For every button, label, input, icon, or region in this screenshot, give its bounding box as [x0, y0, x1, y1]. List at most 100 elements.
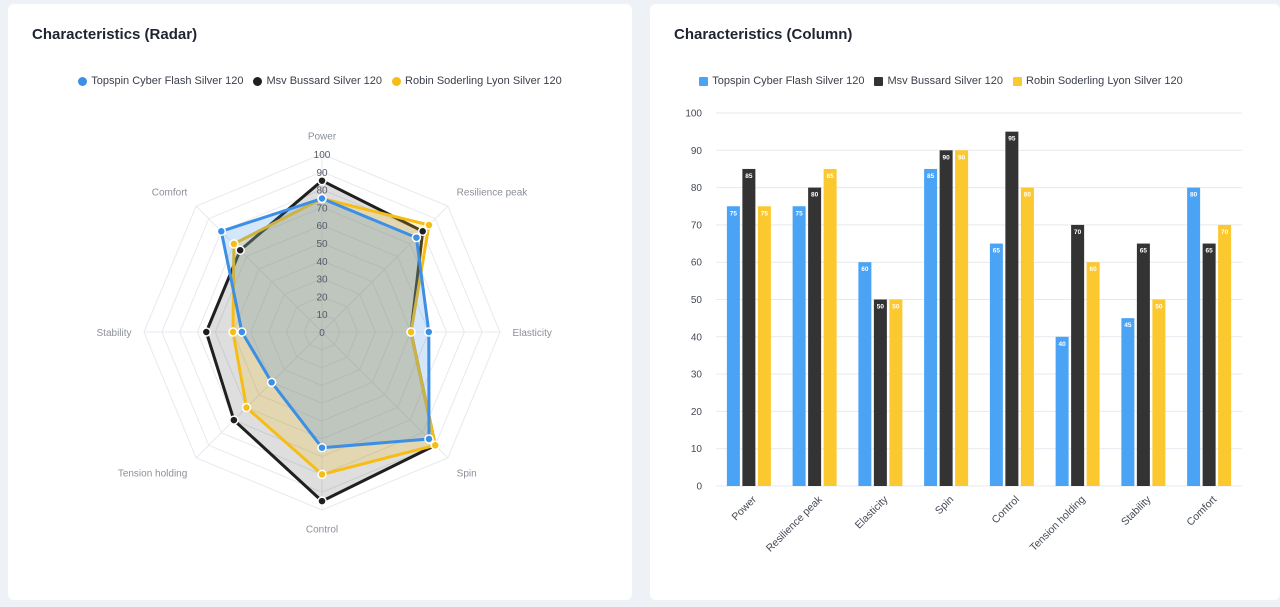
column-y-tick-label: 40	[691, 332, 703, 343]
column-legend: Topspin Cyber Flash Silver 120 Msv Bussa…	[650, 75, 1232, 87]
radar-legend-item-topspin[interactable]: Topspin Cyber Flash Silver 120	[78, 75, 243, 87]
radar-point-msv-bussard-silver-120-stability	[201, 327, 212, 337]
column-bar-data-label: 65	[993, 248, 1001, 255]
column-legend-item-topspin[interactable]: Topspin Cyber Flash Silver 120	[699, 75, 864, 87]
column-bar-robin-soderling-lyon-silver-120-comfort	[1218, 224, 1232, 486]
radar-point-robin-soderling-lyon-silver-120-comfort	[229, 239, 239, 249]
radar-axis-label-power: Power	[308, 132, 337, 143]
radar-axis-label-tension-holding: Tension holding	[118, 469, 188, 480]
column-bar-topspin-cyber-flash-silver-120-power	[726, 206, 740, 486]
radar-scale-tick: 80	[316, 186, 328, 197]
column-bar-msv-bussard-silver-120-power	[742, 168, 756, 486]
radar-chart-title: Characteristics (Radar)	[32, 26, 198, 43]
column-x-tick-label-resilience-peak: Resilience peak	[764, 493, 825, 554]
radar-scale-tick: 100	[314, 150, 331, 161]
radar-point-topspin-cyber-flash-silver-120-tension-holding	[266, 377, 277, 388]
column-bar-data-label: 75	[730, 210, 738, 217]
column-bar-robin-soderling-lyon-silver-120-control	[1020, 187, 1034, 486]
radar-point-msv-bussard-silver-120-resilience-peak	[417, 226, 428, 237]
radar-point-topspin-cyber-flash-silver-120-comfort	[216, 226, 227, 237]
radar-legend-item-msv[interactable]: Msv Bussard Silver 120	[253, 75, 382, 87]
column-bar-msv-bussard-silver-120-comfort	[1202, 243, 1216, 486]
column-bar-data-label: 65	[1206, 248, 1214, 255]
column-bar-data-label: 70	[1221, 229, 1229, 236]
column-bar-topspin-cyber-flash-silver-120-elasticity	[858, 262, 872, 486]
radar-scale-tick: 10	[316, 310, 328, 321]
column-y-tick-label: 20	[691, 407, 703, 418]
legend-label: Topspin Cyber Flash Silver 120	[712, 75, 865, 87]
column-bar-msv-bussard-silver-120-control	[1005, 131, 1019, 486]
radar-chart: 0 10 20 30 40 50 60 70 80 90 100 Power Resilience pe…	[97, 132, 552, 536]
legend-swatch-black	[874, 76, 884, 86]
radar-point-robin-soderling-lyon-silver-120-stability	[228, 327, 238, 337]
column-bar-data-label: 50	[892, 304, 900, 311]
legend-label: Msv Bussard Silver 120	[266, 75, 383, 87]
legend-swatch-black	[253, 76, 263, 86]
column-bar-data-label: 85	[745, 173, 753, 180]
column-bar-robin-soderling-lyon-silver-120-elasticity	[889, 299, 903, 486]
radar-scale-tick: 90	[316, 168, 328, 179]
legend-label: Robin Soderling Lyon Silver 120	[1026, 75, 1183, 87]
radar-point-topspin-cyber-flash-silver-120-resilience-peak	[411, 232, 422, 243]
radar-spoke	[195, 331, 323, 459]
column-bar-topspin-cyber-flash-silver-120-tension-holding	[1055, 336, 1069, 486]
column-bar-msv-bussard-silver-120-tension-holding	[1071, 224, 1085, 486]
column-bar-data-label: 90	[958, 154, 966, 161]
column-bar-robin-soderling-lyon-silver-120-spin	[955, 150, 969, 487]
column-bar-data-label: 80	[1024, 192, 1032, 199]
column-bar-data-label: 80	[1190, 192, 1198, 199]
column-bar-msv-bussard-silver-120-stability	[1136, 243, 1150, 486]
radar-point-robin-soderling-lyon-silver-120-elasticity	[406, 327, 416, 337]
radar-axis-label-comfort: Comfort	[152, 187, 188, 198]
radar-scale-tick: 70	[316, 203, 328, 214]
column-legend-item-msv[interactable]: Msv Bussard Silver 120	[874, 75, 1003, 87]
column-legend-item-robin[interactable]: Robin Soderling Lyon Silver 120	[1013, 75, 1183, 87]
column-bar-data-label: 70	[1074, 229, 1082, 236]
legend-swatch-yellow	[1013, 76, 1023, 86]
radar-point-topspin-cyber-flash-silver-120-elasticity	[424, 327, 434, 337]
radar-scale-tick: 50	[316, 239, 328, 250]
radar-scale-tick: 30	[316, 275, 328, 286]
legend-swatch-blue	[78, 76, 88, 86]
column-x-tick-label-spin: Spin	[933, 494, 956, 517]
column-bar-data-label: 45	[1124, 322, 1132, 329]
legend-label: Topspin Cyber Flash Silver 120	[91, 75, 244, 87]
column-bar-data-label: 90	[943, 154, 951, 161]
column-bar-data-label: 85	[827, 173, 835, 180]
radar-scale-tick: 20	[316, 292, 328, 303]
radar-scale-tick: 0	[319, 328, 325, 339]
legend-label: Robin Soderling Lyon Silver 120	[405, 75, 562, 87]
column-y-tick-label: 70	[691, 220, 703, 231]
column-y-tick-label: 0	[696, 482, 702, 493]
column-bar-data-label: 60	[1090, 266, 1098, 273]
column-y-tick-label: 100	[685, 109, 702, 120]
radar-axis-label-resilience-peak: Resilience peak	[457, 187, 529, 198]
radar-spoke	[195, 205, 323, 333]
column-bar-topspin-cyber-flash-silver-120-spin	[924, 168, 938, 486]
column-y-tick-label: 30	[691, 370, 703, 381]
column-y-tick-label: 80	[691, 183, 703, 194]
column-bar-topspin-cyber-flash-silver-120-stability	[1121, 318, 1135, 486]
radar-legend: Topspin Cyber Flash Silver 120 Msv Bussa…	[8, 75, 632, 87]
radar-point-robin-soderling-lyon-silver-120-spin	[430, 440, 441, 451]
radar-legend-item-robin[interactable]: Robin Soderling Lyon Silver 120	[392, 75, 562, 87]
column-bar-robin-soderling-lyon-silver-120-power	[757, 206, 771, 486]
legend-label: Msv Bussard Silver 120	[887, 75, 1004, 87]
column-chart-card: Characteristics (Column) Topspin Cyber F…	[650, 4, 1280, 600]
radar-point-robin-soderling-lyon-silver-120-tension-holding	[241, 402, 252, 413]
column-bar-data-label: 75	[761, 210, 769, 217]
column-bar-topspin-cyber-flash-silver-120-control	[989, 243, 1003, 486]
column-y-tick-label: 50	[691, 295, 703, 306]
column-bar-data-label: 50	[1155, 304, 1163, 311]
radar-scale-tick: 40	[316, 257, 328, 268]
column-bar-robin-soderling-lyon-silver-120-tension-holding	[1086, 262, 1100, 486]
legend-swatch-yellow	[392, 76, 402, 86]
column-x-tick-label-comfort: Comfort	[1184, 494, 1219, 529]
column-bar-msv-bussard-silver-120-resilience-peak	[808, 187, 822, 486]
column-bar-robin-soderling-lyon-silver-120-resilience-peak	[823, 168, 837, 486]
column-bar-data-label: 50	[877, 304, 885, 311]
column-bar-data-label: 40	[1059, 341, 1067, 348]
column-x-tick-label-power: Power	[729, 493, 759, 523]
radar-scale-tick: 60	[316, 221, 328, 232]
column-y-tick-label: 90	[691, 146, 703, 157]
